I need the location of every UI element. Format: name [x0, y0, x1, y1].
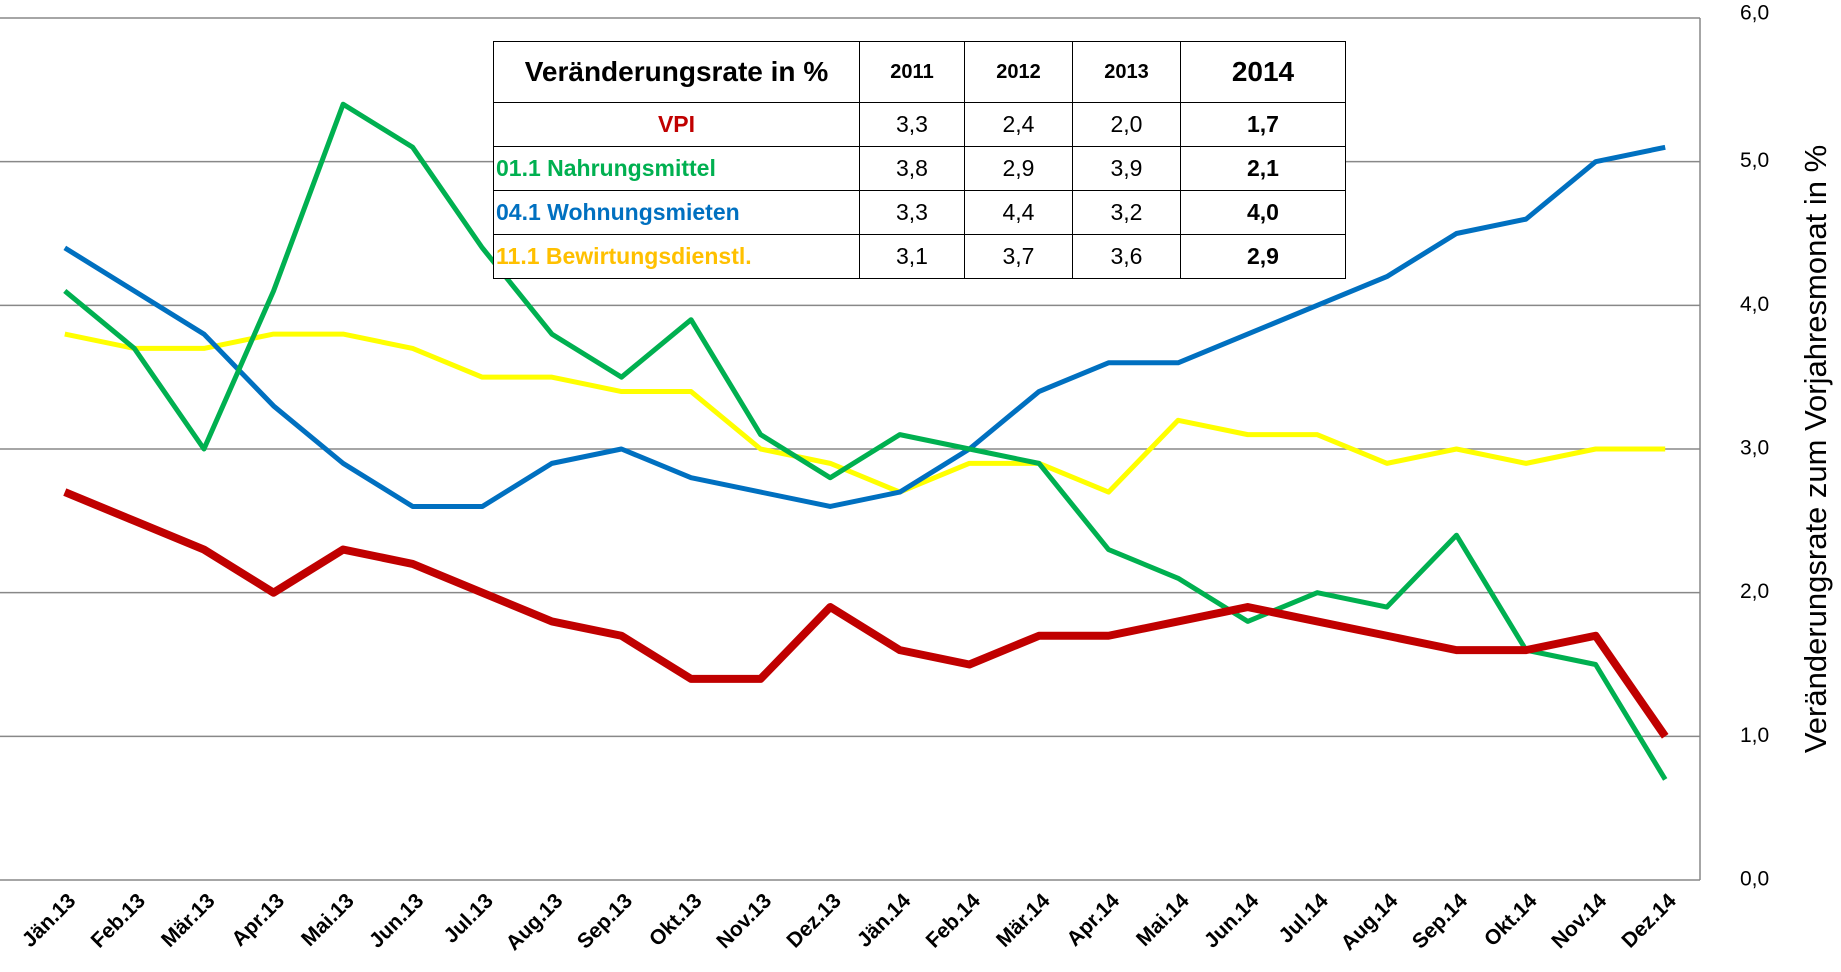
- x-tick-label: Mai.14: [1132, 889, 1194, 951]
- x-tick-label: Apr.14: [1062, 889, 1124, 951]
- table-cell: 4,0: [1180, 190, 1346, 235]
- table-cell: 2,9: [1180, 234, 1346, 279]
- line-series: [63, 488, 1669, 739]
- x-tick-label: Jul.14: [1274, 889, 1333, 948]
- table-cell: 2,1: [1180, 146, 1346, 191]
- table-cell: 2,0: [1072, 102, 1181, 147]
- x-tick-label: Jun.13: [365, 889, 428, 952]
- table-cell: 3,1: [859, 234, 965, 279]
- x-tick-label: Dez.14: [1617, 889, 1681, 953]
- table-cell: 2014: [1180, 41, 1346, 103]
- table-cell: 2,4: [964, 102, 1073, 147]
- table-row: VPI 3,3 2,4 2,0 1,7: [493, 102, 1346, 147]
- table-cell: 3,9: [1072, 146, 1181, 191]
- x-tick-label: Jän.13: [18, 889, 81, 952]
- table-cell: 11.1 Bewirtungsdienstl.: [493, 234, 860, 279]
- x-tick-label: Okt.14: [1480, 889, 1542, 951]
- x-tick-label: Mär.13: [157, 889, 220, 952]
- x-tick-label: Sep.14: [1408, 889, 1472, 953]
- y-tick-label: 2,0: [1740, 580, 1769, 603]
- x-tick-label: Dez.13: [782, 889, 845, 952]
- y-axis-title: Veränderungsrate zum Vorjahresmonat in %: [1798, 145, 1833, 753]
- y-tick-label: 0,0: [1740, 868, 1769, 891]
- x-tick-label: Nov.13: [712, 889, 776, 953]
- x-tick-label: Aug.14: [1337, 889, 1403, 955]
- y-tick-label: 4,0: [1740, 293, 1769, 316]
- table-row: 04.1 Wohnungsmieten 3,3 4,4 3,2 4,0: [493, 190, 1346, 235]
- y-tick-label: 5,0: [1740, 149, 1769, 172]
- x-tick-label: Feb.14: [922, 889, 986, 953]
- table-cell: Veränderungsrate in %: [493, 41, 860, 103]
- y-tick-label: 3,0: [1740, 437, 1769, 460]
- table-cell: 04.1 Wohnungsmieten: [493, 190, 860, 235]
- table-cell: 2012: [964, 41, 1073, 103]
- line-series: [63, 101, 1668, 781]
- table-cell: 1,7: [1180, 102, 1346, 147]
- x-tick-label: Okt.13: [645, 889, 707, 951]
- y-tick-label: 6,0: [1740, 2, 1769, 25]
- table-cell: 3,6: [1072, 234, 1181, 279]
- line-series: [64, 331, 1666, 495]
- summary-table: Veränderungsrate in % 2011 2012 2013 2014 VPI…: [493, 41, 1346, 279]
- x-tick-label: Mai.13: [297, 889, 359, 951]
- x-tick-label: Nov.14: [1547, 889, 1611, 953]
- x-tick-label: Jän.14: [853, 889, 916, 952]
- x-tick-label: Feb.13: [87, 889, 150, 952]
- table-cell: 3,8: [859, 146, 965, 191]
- table-cell: 3,7: [964, 234, 1073, 279]
- table-cell: 01.1 Nahrungsmittel: [493, 146, 860, 191]
- table-cell: 3,3: [859, 190, 965, 235]
- x-tick-label: Mär.14: [992, 889, 1055, 952]
- table-cell: 2011: [859, 41, 965, 103]
- table-row: Veränderungsrate in % 2011 2012 2013 2014: [493, 41, 1346, 103]
- x-tick-label: Apr.13: [227, 889, 289, 951]
- table-cell: 3,3: [859, 102, 965, 147]
- x-tick-label: Aug.13: [502, 889, 568, 955]
- y-tick-label: 1,0: [1740, 724, 1769, 747]
- table-row: 01.1 Nahrungsmittel 3,8 2,9 3,9 2,1: [493, 146, 1346, 191]
- x-tick-label: Jul.13: [439, 889, 497, 947]
- line-series: [63, 144, 1666, 509]
- table-row: 11.1 Bewirtungsdienstl. 3,1 3,7 3,6 2,9: [493, 234, 1346, 279]
- table-cell: 4,4: [964, 190, 1073, 235]
- x-tick-label: Jun.14: [1200, 889, 1264, 953]
- table-cell: VPI: [493, 102, 860, 147]
- table-cell: 2,9: [964, 146, 1073, 191]
- table-cell: 3,2: [1072, 190, 1181, 235]
- x-tick-label: Sep.13: [573, 889, 637, 953]
- table-cell: 2013: [1072, 41, 1181, 103]
